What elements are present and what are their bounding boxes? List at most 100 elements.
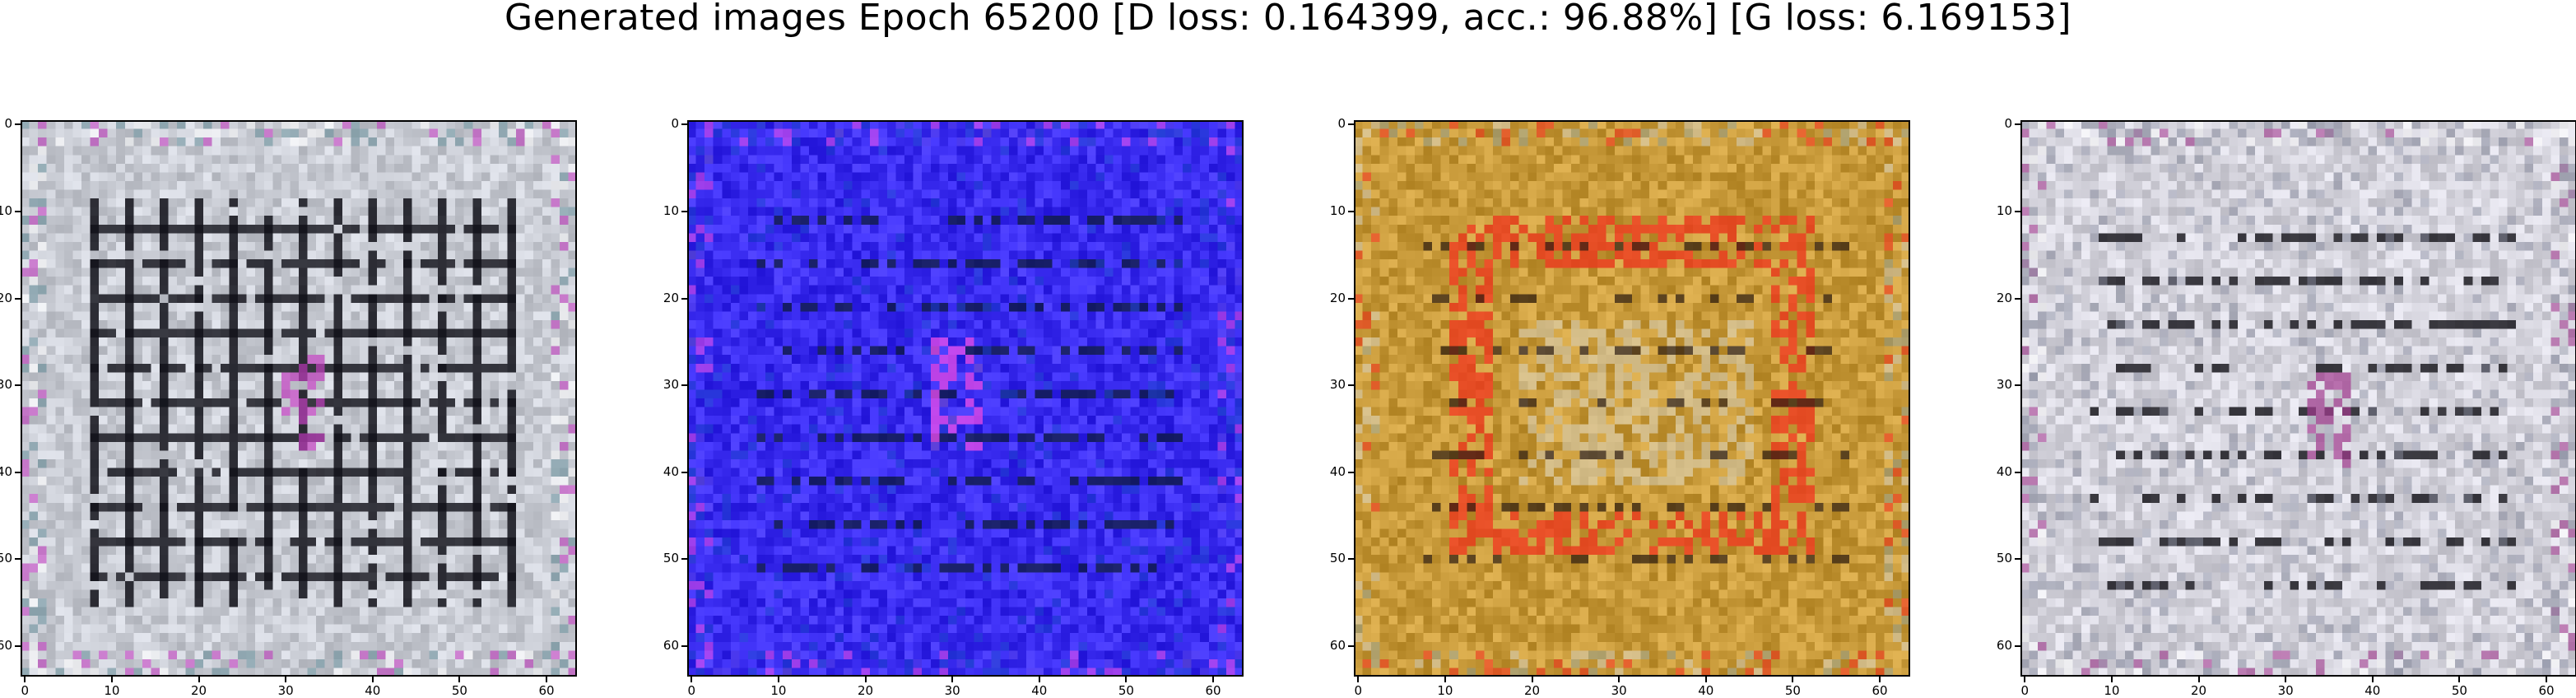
x-tick-label: 50 [2451, 683, 2467, 698]
x-tick-mark [1792, 677, 1794, 682]
y-tick-label: 20 [1996, 290, 2012, 305]
x-tick-mark [285, 677, 287, 682]
x-tick-label: 50 [451, 683, 467, 698]
x-tick-label: 10 [770, 683, 787, 698]
y-tick-label: 20 [0, 290, 12, 305]
y-tick-label: 50 [0, 551, 12, 566]
y-tick-label: 50 [1996, 551, 2012, 566]
x-tick-mark [1212, 677, 1215, 682]
x-tick-mark [690, 677, 693, 682]
x-tick-mark [1618, 677, 1620, 682]
y-tick-mark [2015, 297, 2020, 300]
x-tick-label: 60 [2538, 683, 2555, 698]
y-tick-mark [1348, 645, 1354, 648]
y-tick-mark [681, 384, 687, 387]
x-tick-mark [2546, 677, 2548, 682]
y-tick-label: 60 [663, 638, 679, 654]
y-tick-label: 0 [1337, 116, 1346, 132]
x-tick-mark [110, 677, 113, 682]
x-tick-mark [1879, 677, 1881, 682]
pixel-grid [1354, 120, 1910, 677]
y-tick-mark [2015, 558, 2020, 561]
figure-title: Generated images Epoch 65200 [D loss: 0.… [504, 0, 2072, 39]
y-tick-mark [681, 210, 687, 212]
y-tick-label: 0 [2004, 116, 2012, 132]
y-tick-mark [2015, 123, 2020, 126]
y-tick-label: 60 [1329, 638, 1346, 654]
y-tick-label: 30 [1996, 377, 2012, 393]
x-tick-label: 60 [1872, 683, 1888, 698]
x-tick-mark [2110, 677, 2113, 682]
y-tick-mark [681, 471, 687, 473]
x-tick-mark [2458, 677, 2461, 682]
x-tick-mark [2371, 677, 2374, 682]
y-tick-mark [2015, 210, 2020, 212]
y-tick-mark [681, 123, 687, 126]
x-tick-mark [1704, 677, 1707, 682]
y-tick-label: 40 [1996, 463, 2012, 479]
x-tick-label: 50 [1784, 683, 1801, 698]
y-tick-mark [15, 645, 21, 648]
x-tick-mark [951, 677, 954, 682]
y-tick-mark [15, 384, 21, 387]
x-tick-mark [458, 677, 461, 682]
x-tick-label: 40 [1031, 683, 1048, 698]
x-tick-mark [1531, 677, 1533, 682]
y-tick-mark [1348, 297, 1354, 300]
y-tick-mark [1348, 123, 1354, 126]
y-tick-label: 0 [4, 116, 12, 132]
y-tick-mark [15, 123, 21, 126]
x-tick-label: 0 [1354, 683, 1363, 698]
y-tick-label: 60 [1996, 638, 2012, 654]
x-tick-label: 30 [277, 683, 294, 698]
y-tick-label: 30 [1329, 377, 1346, 393]
x-tick-mark [1038, 677, 1040, 682]
x-tick-label: 0 [687, 683, 696, 698]
generated-image-3: 0 0 10 10 20 20 30 30 40 40 50 50 60 60 [1330, 118, 1910, 697]
x-tick-mark [777, 677, 779, 682]
y-tick-label: 20 [663, 290, 679, 305]
pixel-grid [2020, 120, 2576, 677]
y-tick-mark [2015, 384, 2020, 387]
y-tick-mark [15, 471, 21, 473]
generated-image-1: 0 0 10 10 20 20 30 30 40 40 50 50 60 60 [0, 118, 577, 697]
x-tick-mark [546, 677, 548, 682]
x-tick-mark [2285, 677, 2287, 682]
y-tick-mark [1348, 210, 1354, 212]
pixel-grid [687, 120, 1244, 677]
generated-image-4: 0 0 10 10 20 20 30 30 40 40 50 50 60 60 [1997, 118, 2576, 697]
x-tick-label: 20 [1523, 683, 1541, 698]
y-tick-label: 20 [1329, 290, 1346, 305]
y-tick-label: 50 [663, 551, 679, 566]
y-tick-label: 10 [663, 202, 679, 218]
y-tick-mark [1348, 558, 1354, 561]
x-tick-mark [198, 677, 200, 682]
y-tick-label: 0 [671, 116, 679, 132]
x-tick-mark [2197, 677, 2200, 682]
y-tick-mark [1348, 471, 1354, 473]
x-tick-mark [2024, 677, 2026, 682]
y-tick-mark [2015, 645, 2020, 648]
y-tick-label: 50 [1329, 551, 1346, 566]
y-tick-mark [681, 297, 687, 300]
y-tick-label: 40 [0, 463, 12, 479]
y-tick-label: 40 [1329, 463, 1346, 479]
y-tick-label: 40 [663, 463, 679, 479]
pixel-grid [21, 120, 577, 677]
x-tick-mark [864, 677, 867, 682]
y-tick-label: 10 [0, 202, 12, 218]
y-tick-mark [15, 210, 21, 212]
x-tick-mark [371, 677, 374, 682]
y-tick-label: 10 [1329, 202, 1346, 218]
y-tick-label: 60 [0, 638, 12, 654]
x-tick-label: 30 [1611, 683, 1627, 698]
y-tick-mark [1348, 384, 1354, 387]
y-tick-mark [681, 645, 687, 648]
y-tick-label: 30 [663, 377, 679, 393]
x-tick-label: 20 [190, 683, 207, 698]
x-tick-label: 10 [1437, 683, 1453, 698]
x-tick-mark [1357, 677, 1360, 682]
y-tick-mark [15, 558, 21, 561]
x-tick-label: 0 [2020, 683, 2030, 698]
x-tick-label: 60 [538, 683, 555, 698]
